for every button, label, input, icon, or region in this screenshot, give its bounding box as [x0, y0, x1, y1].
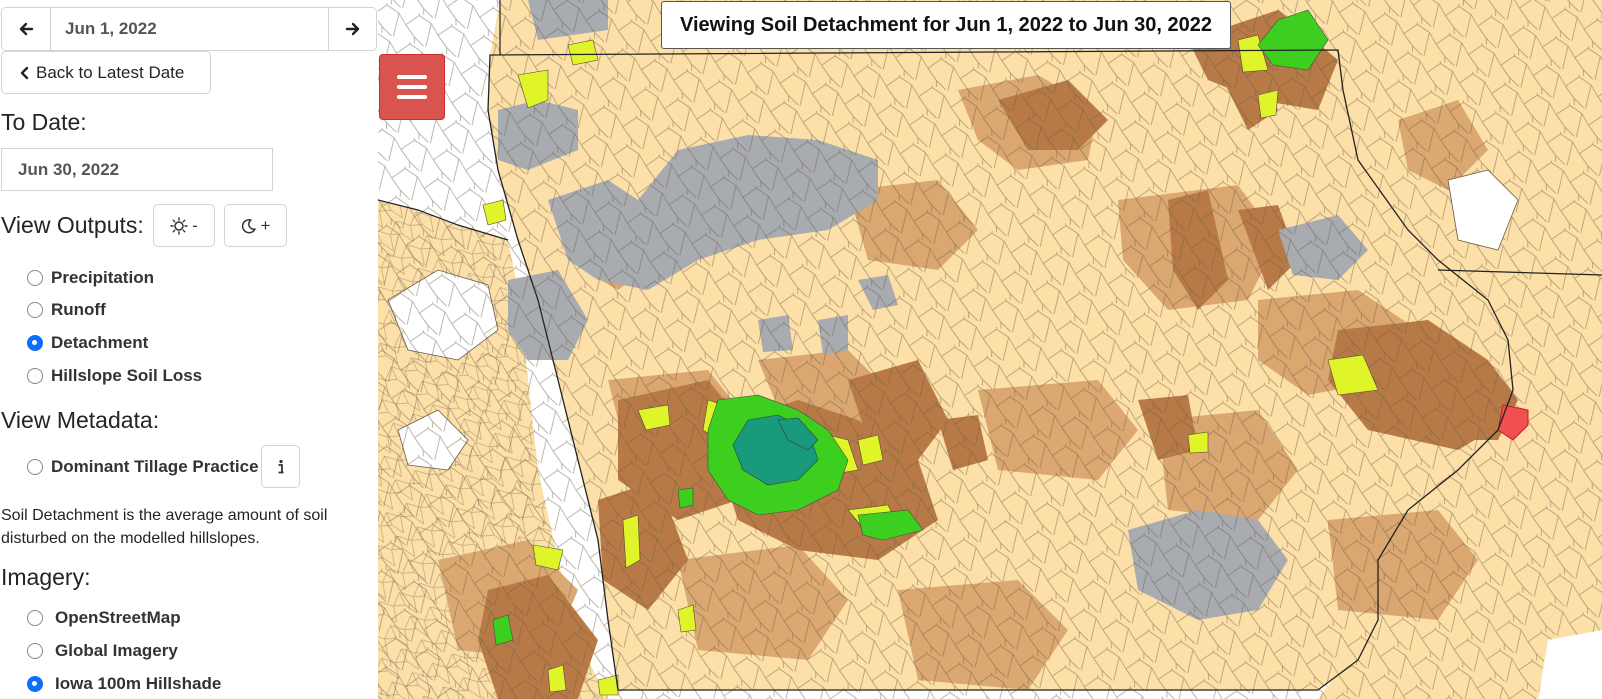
arrow-left-icon [19, 22, 34, 36]
next-date-button[interactable] [328, 8, 376, 50]
hamburger-icon-bar [397, 85, 427, 89]
radio-iowa-hillshade[interactable] [27, 676, 43, 692]
radio-global-imagery[interactable] [27, 643, 43, 659]
output-description: Soil Detachment is the average amount of… [1, 507, 328, 547]
sun-icon [170, 216, 188, 235]
previous-date-button[interactable] [2, 8, 51, 50]
map-title-text: Viewing Soil Detachment for Jun 1, 2022 … [679, 13, 1213, 36]
chevron-left-icon [19, 66, 30, 80]
back-to-latest-date-button[interactable]: Back to Latest Date [1, 51, 211, 94]
imagery-option-openstreetmap[interactable]: OpenStreetMap [27, 608, 181, 628]
menu-button[interactable] [379, 54, 445, 120]
imagery-option-global-imagery[interactable]: Global Imagery [27, 641, 178, 661]
sidebar-panel: Jun 1, 2022 Back to Latest Date To Date:… [0, 0, 378, 699]
imagery-label: OpenStreetMap [55, 608, 181, 627]
radio-dominant-tillage[interactable] [27, 459, 43, 475]
imagery-label: Global Imagery [55, 641, 178, 660]
output-label: Precipitation [51, 268, 154, 287]
radio-runoff[interactable] [27, 302, 43, 318]
from-date-field[interactable]: Jun 1, 2022 [51, 8, 328, 50]
output-option-runoff[interactable]: Runoff [27, 300, 106, 320]
imagery-label: Iowa 100m Hillshade [55, 674, 222, 693]
to-date-value: Jun 30, 2022 [18, 159, 120, 179]
light-theme-label: - [192, 215, 198, 235]
hamburger-icon-bar [397, 95, 427, 99]
metadata-option-label: Dominant Tillage Practice [51, 457, 259, 476]
map-view[interactable] [378, 0, 1602, 699]
output-label: Detachment [51, 333, 149, 352]
map-title-banner: Viewing Soil Detachment for Jun 1, 2022 … [661, 1, 1231, 49]
view-metadata-heading: View Metadata: [1, 407, 160, 433]
output-option-precipitation[interactable]: Precipitation [27, 268, 154, 288]
output-label: Runoff [51, 300, 106, 319]
to-date-heading: To Date: [1, 109, 87, 135]
radio-precipitation[interactable] [27, 270, 43, 286]
light-theme-button[interactable]: - [153, 204, 215, 247]
map-canvas[interactable] [378, 0, 1602, 699]
view-outputs-heading: View Outputs: [1, 212, 144, 238]
imagery-heading: Imagery: [1, 564, 91, 590]
from-date-group: Jun 1, 2022 [1, 7, 377, 51]
imagery-option-iowa-hillshade[interactable]: Iowa 100m Hillshade [27, 674, 221, 694]
tillage-info-button[interactable] [261, 445, 300, 488]
dark-theme-label: + [260, 215, 271, 235]
radio-openstreetmap[interactable] [27, 610, 43, 626]
output-option-hillslope-soil-loss[interactable]: Hillslope Soil Loss [27, 366, 202, 386]
metadata-option-tillage[interactable]: Dominant Tillage Practice [27, 457, 259, 477]
arrow-right-icon [345, 22, 359, 36]
hamburger-icon-bar [397, 75, 427, 79]
dark-theme-button[interactable]: + [224, 204, 287, 247]
output-label: Hillslope Soil Loss [51, 366, 203, 385]
output-option-detachment[interactable]: Detachment [27, 333, 148, 353]
info-icon [278, 459, 283, 473]
back-to-latest-label: Back to Latest Date [36, 62, 185, 82]
moon-icon [241, 218, 256, 233]
radio-hillslope-soil-loss[interactable] [27, 368, 43, 384]
radio-detachment[interactable] [27, 335, 43, 351]
to-date-field[interactable]: Jun 30, 2022 [1, 148, 273, 191]
from-date-value: Jun 1, 2022 [65, 19, 157, 38]
